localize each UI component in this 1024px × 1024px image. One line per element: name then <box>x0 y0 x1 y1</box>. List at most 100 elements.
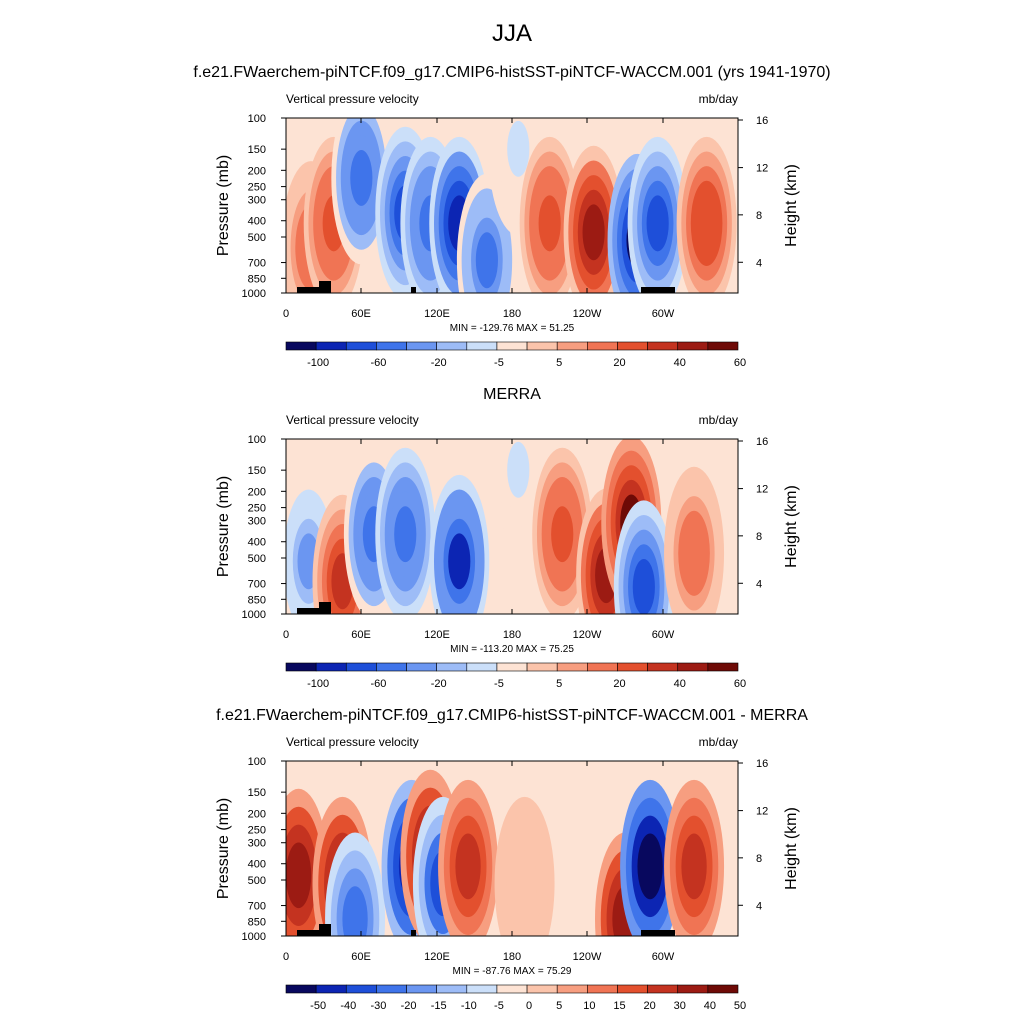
topography-mask <box>297 287 327 293</box>
topography-mask <box>641 930 675 936</box>
colorbar-swatch <box>587 984 618 994</box>
colorbar-swatch <box>285 662 317 672</box>
colorbar-swatch <box>496 984 528 994</box>
y-tick-label: 250 <box>248 825 266 837</box>
colorbar: -50 -40 -30 -20 -15 -10 -5 0 5 10 15 20 30 40 50 <box>285 984 746 1012</box>
x-tick-label: 60E <box>351 629 371 641</box>
colorbar-swatch <box>677 662 709 672</box>
contour-field <box>286 118 737 293</box>
colorbar-label: 60 <box>734 678 746 690</box>
colorbar-label: -10 <box>461 1000 477 1012</box>
topography-mask <box>411 287 416 293</box>
colorbar: -100 -60 -20 -5 5 20 40 60 <box>285 341 746 369</box>
panel-1: Vertical pressure velocity mb/day 0 60E 120E… <box>215 92 800 369</box>
y-tick-label: 150 <box>248 465 266 477</box>
main-title: JJA <box>491 20 532 47</box>
field-blob <box>681 833 707 900</box>
y2-tick-label: 4 <box>756 900 762 912</box>
colorbar-swatch <box>496 341 528 351</box>
y-tick-label: 100 <box>248 434 266 446</box>
colorbar-swatch <box>376 662 407 672</box>
colorbar-swatch <box>647 341 679 351</box>
colorbar-label: -20 <box>431 357 447 369</box>
left-string: Vertical pressure velocity <box>286 735 419 749</box>
colorbar-swatch <box>707 984 739 994</box>
topography-mask <box>319 602 331 614</box>
field-blob <box>538 195 561 252</box>
colorbar-swatch <box>436 662 468 672</box>
colorbar-label: 20 <box>643 1000 655 1012</box>
x-tick-label: 120W <box>573 308 602 320</box>
colorbar-label: 40 <box>674 357 686 369</box>
x-tick-label: 60W <box>652 629 675 641</box>
x-tick-label: 60W <box>652 308 675 320</box>
colorbar-swatch <box>677 984 709 994</box>
x-tick-label: 120W <box>573 951 602 963</box>
colorbar-label: 50 <box>734 1000 746 1012</box>
y-tick-label: 200 <box>248 486 266 498</box>
panel-3-title: f.e21.FWaerchem-piNTCF.f09_g17.CMIP6-his… <box>216 707 808 724</box>
colorbar-label: -5 <box>494 1000 504 1012</box>
field-blob <box>695 195 718 252</box>
colorbar-label: 0 <box>526 1000 532 1012</box>
colorbar-label: -5 <box>494 357 504 369</box>
colorbar-label: 15 <box>613 1000 625 1012</box>
topography-mask <box>641 287 675 293</box>
panel-2: Vertical pressure velocity mb/day 0 60E 120E… <box>215 413 800 690</box>
y-tick-label: 200 <box>248 165 266 177</box>
topography-mask <box>297 608 327 614</box>
right-string: mb/day <box>699 92 738 106</box>
x-tick-label: 120E <box>424 308 450 320</box>
colorbar-swatch <box>436 341 468 351</box>
y2-tick-label: 16 <box>756 115 768 127</box>
y-tick-label: 850 <box>248 273 266 285</box>
colorbar-swatch <box>315 662 347 672</box>
y-tick-label: 150 <box>248 787 266 799</box>
colorbar-swatch <box>376 984 407 994</box>
min-max-stats: MIN = -113.20 MAX = 75.25 <box>450 644 574 655</box>
field-blob <box>637 833 663 900</box>
topography-mask <box>319 924 331 936</box>
colorbar-label: -60 <box>370 357 386 369</box>
colorbar-label: 60 <box>734 357 746 369</box>
colorbar-swatch <box>406 341 437 351</box>
y-tick-label: 100 <box>248 113 266 125</box>
colorbar-swatch <box>496 662 528 672</box>
colorbar-swatch <box>587 662 618 672</box>
field-blob <box>286 842 312 909</box>
y2-tick-label: 8 <box>756 210 762 222</box>
panel-3: Vertical pressure velocity mb/day 0 60E 120E… <box>215 735 800 1012</box>
colorbar-swatch <box>526 662 558 672</box>
colorbar-label: -30 <box>370 1000 386 1012</box>
x-tick-label: 60E <box>351 308 371 320</box>
colorbar-label: -40 <box>340 1000 356 1012</box>
colorbar-swatch <box>285 984 317 994</box>
colorbar-label: 5 <box>556 357 562 369</box>
colorbar-label: 30 <box>674 1000 686 1012</box>
colorbar-label: -15 <box>431 1000 447 1012</box>
x-tick-label: 180 <box>503 629 521 641</box>
y2-tick-label: 16 <box>756 758 768 770</box>
y-tick-label: 400 <box>248 537 266 549</box>
y-tick-label: 200 <box>248 808 266 820</box>
colorbar-label: -100 <box>307 357 329 369</box>
y2-tick-label: 12 <box>756 163 768 175</box>
colorbar-label: -50 <box>310 1000 326 1012</box>
colorbar-swatch <box>345 341 377 351</box>
x-tick-label: 60E <box>351 951 371 963</box>
y2-tick-label: 4 <box>756 257 762 269</box>
colorbar-swatch <box>617 662 648 672</box>
field-blob <box>551 506 574 563</box>
topography-mask <box>319 281 331 293</box>
y-axis-label: Pressure (mb) <box>215 476 232 577</box>
contour-field <box>286 439 725 614</box>
colorbar-swatch <box>345 984 377 994</box>
colorbar-swatch <box>556 341 588 351</box>
y-tick-label: 150 <box>248 144 266 156</box>
y-tick-label: 300 <box>248 195 266 207</box>
y2-tick-label: 8 <box>756 531 762 543</box>
y2-axis-label: Height (km) <box>783 485 800 568</box>
colorbar-swatch <box>647 662 679 672</box>
colorbar-label: 40 <box>674 678 686 690</box>
y-axis-label: Pressure (mb) <box>215 155 232 256</box>
